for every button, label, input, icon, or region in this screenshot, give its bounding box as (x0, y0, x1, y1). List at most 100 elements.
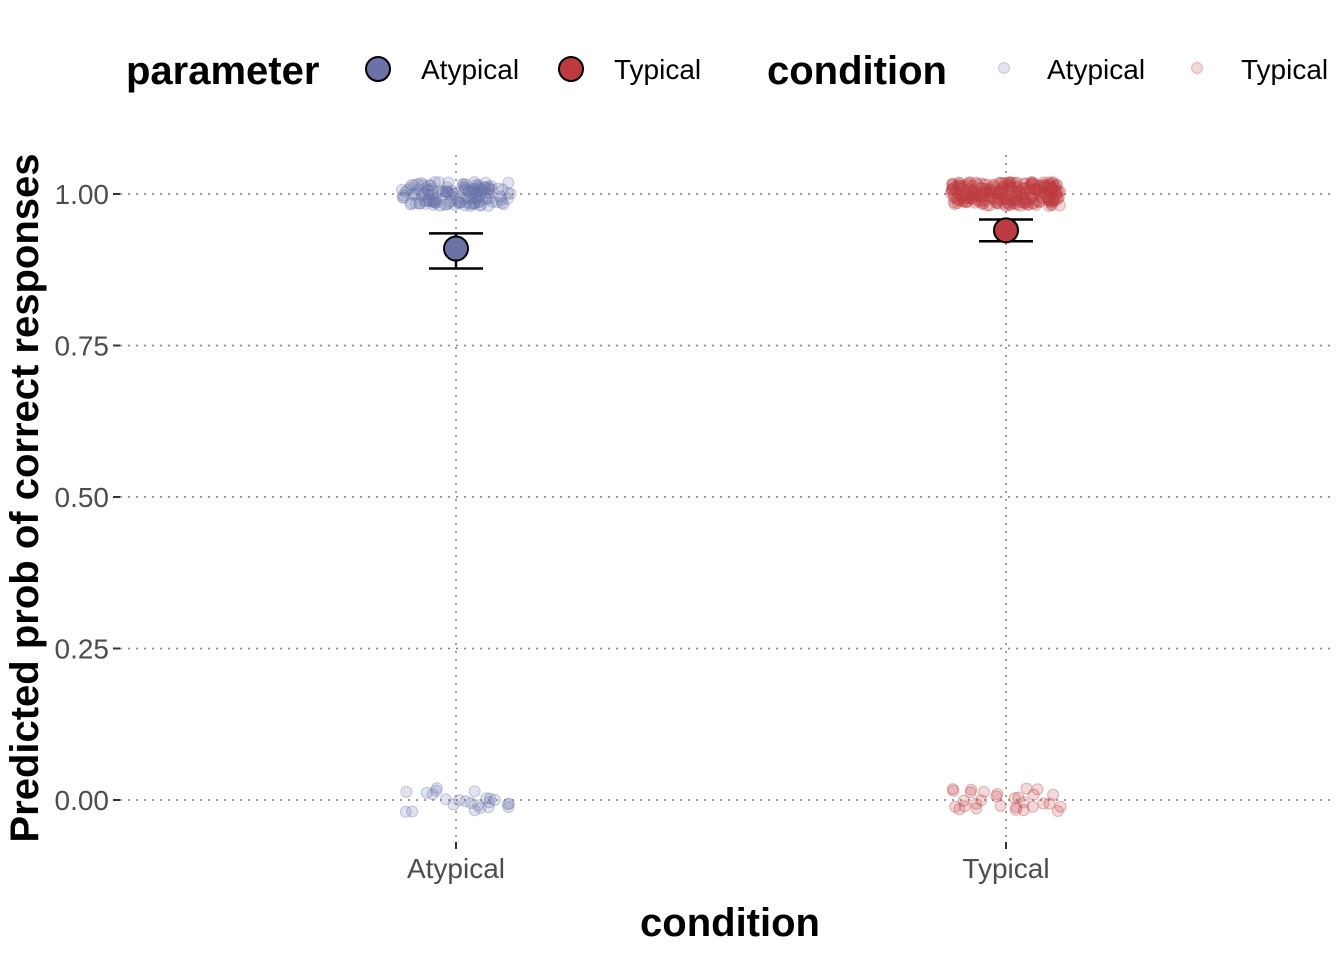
raw-point-typical (994, 799, 1007, 812)
raw-point-atypical (459, 795, 472, 808)
raw-point-atypical (475, 198, 488, 211)
raw-point-typical (1051, 193, 1064, 206)
raw-point-typical (997, 181, 1009, 194)
raw-point-typical (985, 187, 998, 200)
raw-point-atypical (486, 195, 499, 208)
raw-point-atypical (422, 179, 435, 192)
raw-point-typical (1002, 176, 1015, 189)
raw-point-atypical (437, 185, 449, 198)
legend-key-condition-typical (1191, 62, 1203, 74)
raw-point-typical (1046, 194, 1059, 207)
raw-point-atypical (429, 196, 442, 209)
raw-point-atypical (453, 794, 466, 807)
raw-point-atypical (448, 198, 461, 211)
legend-label-condition-typical: Typical (1241, 54, 1328, 85)
raw-point-atypical (468, 187, 481, 200)
legend-title-parameter: parameter (126, 49, 319, 93)
raw-point-typical (1025, 179, 1037, 192)
raw-point-typical (982, 185, 995, 198)
raw-point-atypical (405, 197, 418, 210)
raw-point-typical (947, 196, 960, 209)
raw-point-typical (953, 177, 966, 190)
raw-point-typical (994, 186, 1007, 199)
legend-key-condition-atypical (998, 62, 1010, 74)
raw-point-typical (984, 191, 997, 204)
raw-point-atypical (428, 195, 441, 208)
raw-point-typical (1009, 197, 1022, 210)
raw-point-typical (1033, 195, 1045, 208)
raw-point-atypical (471, 192, 484, 205)
raw-point-typical (978, 178, 991, 191)
raw-point-typical (991, 788, 1004, 800)
raw-point-atypical (407, 187, 420, 200)
raw-point-typical (1027, 177, 1040, 190)
raw-point-typical (1031, 194, 1044, 207)
raw-point-typical (960, 192, 972, 205)
raw-point-atypical (471, 191, 484, 203)
raw-point-typical (987, 178, 1000, 191)
raw-point-typical (1017, 182, 1030, 195)
raw-point-typical (957, 195, 970, 208)
raw-point-atypical (479, 176, 492, 189)
raw-point-atypical (457, 181, 470, 194)
raw-point-typical (964, 189, 977, 202)
raw-point-atypical (459, 199, 471, 212)
legend-key-parameter-atypical (365, 56, 391, 82)
raw-point-atypical (468, 785, 481, 798)
raw-point-atypical (400, 785, 413, 798)
y-tick-label: 0.75 (55, 331, 110, 362)
raw-point-atypical (502, 801, 515, 813)
raw-point-atypical (475, 188, 487, 201)
raw-point-typical (1004, 180, 1017, 193)
legend-key-parameter-typical (558, 56, 584, 82)
raw-point-typical (976, 197, 989, 210)
raw-point-atypical (404, 198, 417, 211)
raw-point-typical (1029, 183, 1041, 196)
raw-point-typical (1024, 177, 1037, 190)
raw-point-atypical (452, 197, 465, 210)
raw-point-typical (1024, 184, 1037, 197)
raw-point-atypical (503, 797, 516, 810)
raw-point-typical (1005, 181, 1018, 194)
raw-point-atypical (482, 182, 495, 195)
raw-point-typical (1017, 796, 1030, 809)
legend: parameter Atypical Typical condition Aty… (126, 49, 1328, 93)
raw-point-atypical (441, 198, 453, 211)
raw-point-atypical (467, 183, 480, 196)
raw-point-typical (958, 179, 971, 192)
raw-point-typical (1042, 191, 1055, 204)
raw-point-typical (963, 183, 976, 196)
raw-point-typical (993, 185, 1006, 198)
raw-point-typical (1019, 182, 1032, 194)
raw-point-atypical (458, 181, 471, 194)
raw-point-typical (964, 192, 976, 204)
raw-point-typical (970, 194, 983, 207)
raw-point-typical (1048, 179, 1061, 192)
raw-point-atypical (459, 178, 472, 191)
raw-point-typical (946, 177, 959, 190)
raw-point-typical (991, 197, 1003, 209)
raw-point-typical (1002, 198, 1015, 211)
raw-point-typical (984, 187, 997, 200)
raw-point-atypical (472, 182, 484, 195)
raw-point-atypical (412, 178, 424, 190)
raw-point-typical (965, 783, 978, 796)
raw-point-atypical (479, 181, 492, 194)
raw-point-typical (1051, 805, 1064, 817)
raw-point-typical (1032, 184, 1045, 197)
raw-point-typical (1014, 196, 1027, 209)
raw-point-typical (1022, 198, 1034, 211)
raw-point-typical (1000, 193, 1012, 206)
raw-point-typical (1018, 196, 1031, 209)
raw-point-typical (1005, 176, 1018, 189)
raw-point-typical (1003, 176, 1016, 189)
raw-point-typical (1010, 801, 1023, 814)
x-tick-label: Atypical (407, 853, 505, 884)
raw-point-typical (960, 195, 973, 208)
raw-point-typical (953, 182, 966, 195)
raw-point-typical (1037, 178, 1050, 191)
raw-point-typical (960, 186, 973, 199)
legend-label-parameter-typical: Typical (614, 54, 701, 85)
raw-point-typical (1054, 185, 1067, 198)
raw-point-typical (1003, 178, 1016, 191)
